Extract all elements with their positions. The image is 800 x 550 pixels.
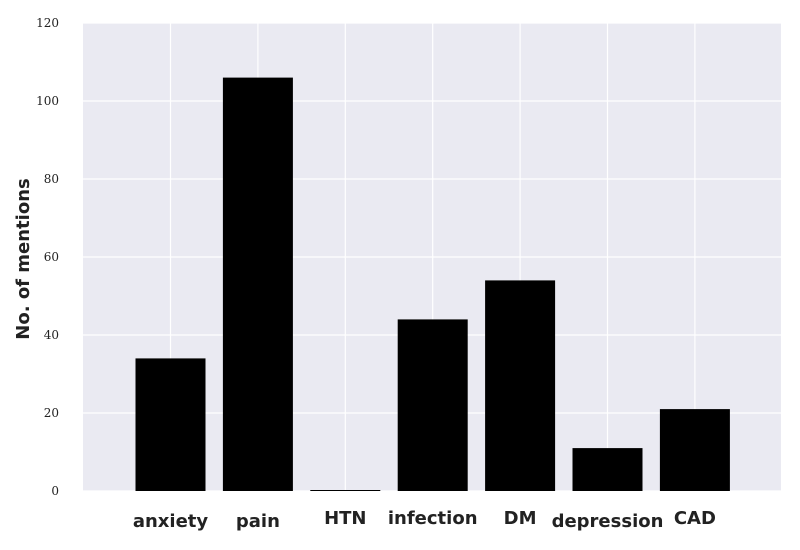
y-tick-label: 120: [36, 16, 59, 30]
y-tick-labels: 0 20 40 60 80 100 120: [36, 16, 59, 498]
y-axis-title: No. of mentions: [13, 178, 34, 339]
y-tick-label: 0: [51, 484, 59, 498]
bar-pain: [222, 77, 293, 491]
bar-dm: [485, 280, 556, 491]
x-tick-label: HTN: [324, 508, 366, 529]
y-tick-label: 100: [36, 94, 59, 108]
bars-group: [135, 77, 730, 491]
y-tick-label: 60: [44, 250, 59, 264]
x-tick-label: CAD: [674, 508, 716, 529]
bar-htn: [310, 490, 381, 491]
x-tick-label: infection: [388, 508, 478, 529]
bar-cad: [659, 409, 730, 491]
bar-anxiety: [135, 358, 206, 491]
y-tick-label: 20: [44, 406, 59, 420]
x-tick-label: DM: [504, 508, 537, 529]
y-tick-label: 40: [44, 328, 59, 342]
bar-infection: [397, 319, 468, 491]
x-tick-label: pain: [236, 511, 280, 532]
x-tick-label: depression: [552, 511, 664, 532]
y-tick-label: 80: [44, 172, 59, 186]
x-tick-labels: anxiety pain HTN infection DM depression CAD: [133, 508, 716, 532]
x-tick-label: anxiety: [133, 511, 209, 532]
bar-depression: [572, 448, 643, 491]
